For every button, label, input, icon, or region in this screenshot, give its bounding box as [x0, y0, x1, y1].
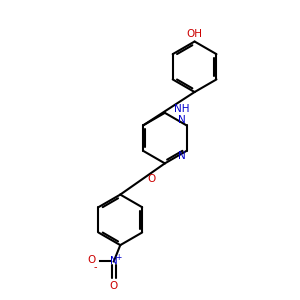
Text: N: N	[110, 256, 118, 266]
Text: NH: NH	[174, 104, 190, 114]
Text: O: O	[147, 174, 155, 184]
Text: N: N	[178, 115, 185, 125]
Text: OH: OH	[187, 29, 202, 39]
Text: -: -	[94, 262, 98, 272]
Text: O: O	[88, 255, 96, 265]
Text: +: +	[115, 253, 122, 262]
Text: O: O	[110, 281, 118, 291]
Text: N: N	[178, 151, 185, 161]
